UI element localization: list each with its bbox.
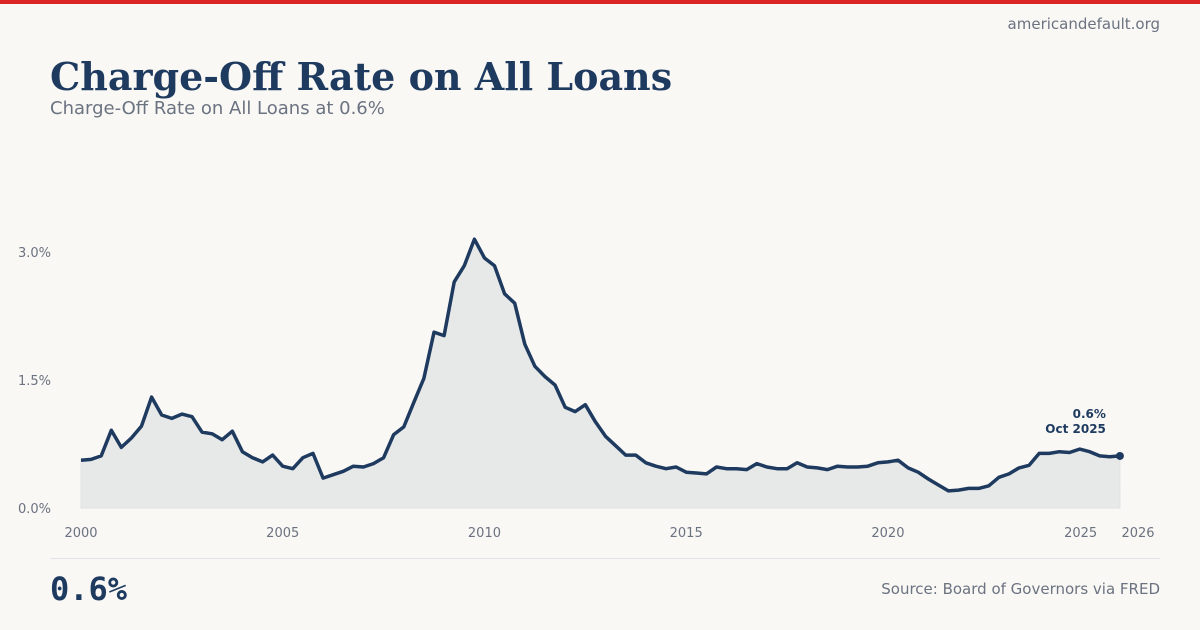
x-tick-label: 2020 (871, 526, 904, 541)
annotation-date: Oct 2025 (1045, 422, 1106, 436)
top-accent-bar (0, 0, 1200, 4)
y-tick-label: 1.5% (18, 374, 51, 389)
footer-divider (50, 558, 1160, 559)
source-note: Source: Board of Governors via FRED (881, 580, 1160, 598)
y-tick-label: 0.0% (18, 502, 51, 517)
headline-value: 0.6% (50, 570, 128, 608)
page-subtitle: Charge-Off Rate on All Loans at 0.6% (50, 98, 385, 119)
x-tick-label: 2025 (1064, 526, 1097, 541)
x-tick-label: 2026 (1121, 526, 1154, 541)
x-tick-label: 2010 (468, 526, 501, 541)
page-title: Charge-Off Rate on All Loans (50, 54, 673, 99)
annotation-value: 0.6% (1073, 407, 1106, 421)
y-tick-label: 3.0% (18, 246, 51, 261)
site-name[interactable]: americandefault.org (1007, 15, 1160, 33)
last-point-marker (1115, 451, 1124, 460)
x-tick-label: 2000 (64, 526, 97, 541)
x-tick-label: 2005 (266, 526, 299, 541)
x-tick-label: 2015 (670, 526, 703, 541)
chart-series-line (80, 237, 1121, 493)
chart-area-fill (80, 237, 1121, 509)
